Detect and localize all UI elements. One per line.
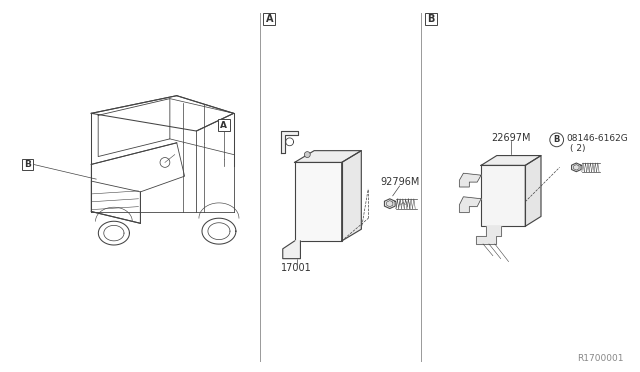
- Polygon shape: [283, 241, 300, 259]
- Text: A: A: [220, 121, 227, 129]
- Text: 22697M: 22697M: [491, 133, 531, 143]
- Text: 08146-6162G: 08146-6162G: [566, 134, 628, 143]
- Text: A: A: [266, 14, 273, 24]
- Text: B: B: [24, 160, 31, 169]
- Bar: [425, 13, 436, 25]
- Text: R1700001: R1700001: [577, 354, 623, 363]
- Polygon shape: [385, 199, 395, 209]
- Text: B: B: [554, 135, 560, 144]
- Polygon shape: [294, 151, 362, 163]
- Polygon shape: [481, 155, 541, 166]
- Polygon shape: [525, 155, 541, 226]
- Bar: [294, 163, 342, 241]
- Bar: [22, 158, 33, 170]
- Circle shape: [305, 152, 310, 157]
- Text: 92796M: 92796M: [380, 177, 419, 187]
- Polygon shape: [342, 151, 362, 241]
- Polygon shape: [281, 131, 298, 153]
- Bar: [481, 166, 525, 226]
- Bar: [264, 13, 275, 25]
- Circle shape: [550, 133, 564, 147]
- Polygon shape: [460, 197, 481, 212]
- Polygon shape: [460, 173, 481, 187]
- Bar: [218, 119, 230, 131]
- Text: B: B: [427, 14, 435, 24]
- Text: ( 2): ( 2): [570, 144, 586, 153]
- Polygon shape: [572, 163, 581, 171]
- Text: 17001: 17001: [281, 263, 312, 273]
- Polygon shape: [476, 226, 500, 244]
